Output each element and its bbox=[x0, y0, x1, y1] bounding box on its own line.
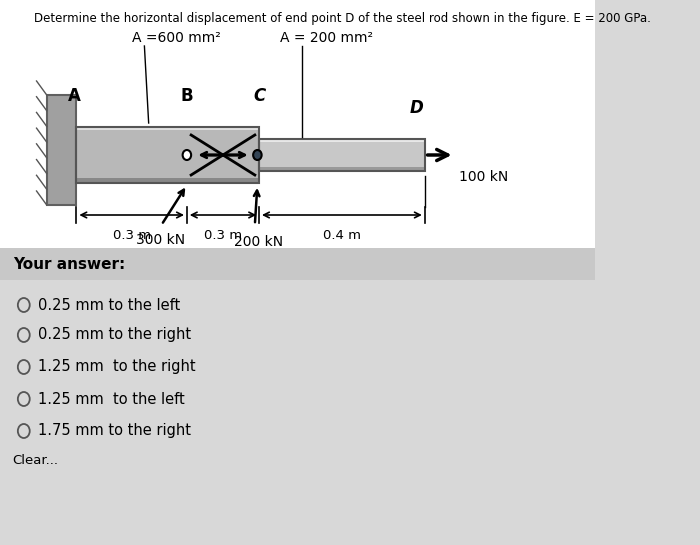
Text: A =600 mm²: A =600 mm² bbox=[132, 31, 220, 45]
Text: 1.75 mm to the right: 1.75 mm to the right bbox=[38, 423, 191, 439]
Bar bbox=[259, 142, 425, 168]
Bar bbox=[47, 95, 76, 205]
Bar bbox=[76, 178, 259, 183]
Text: 0.25 mm to the right: 0.25 mm to the right bbox=[38, 328, 191, 342]
Text: C: C bbox=[253, 87, 265, 105]
Text: Clear...: Clear... bbox=[13, 453, 59, 467]
Text: 0.4 m: 0.4 m bbox=[323, 229, 361, 242]
Text: Determine the horizontal displacement of end point D of the steel rod shown in t: Determine the horizontal displacement of… bbox=[34, 12, 651, 25]
Text: A = 200 mm²: A = 200 mm² bbox=[280, 31, 373, 45]
Text: 0.3 m: 0.3 m bbox=[113, 229, 150, 242]
Text: B: B bbox=[181, 87, 193, 105]
Text: A: A bbox=[69, 87, 81, 105]
Text: 1.25 mm  to the left: 1.25 mm to the left bbox=[38, 391, 185, 407]
Text: D: D bbox=[410, 99, 423, 117]
Bar bbox=[76, 127, 259, 132]
Circle shape bbox=[183, 150, 191, 160]
Bar bbox=[259, 167, 425, 171]
Text: 300 kN: 300 kN bbox=[136, 233, 185, 247]
Text: 200 kN: 200 kN bbox=[234, 235, 283, 249]
Text: 0.25 mm to the left: 0.25 mm to the left bbox=[38, 298, 181, 312]
Bar bbox=[76, 130, 259, 180]
Bar bbox=[259, 139, 425, 143]
Bar bbox=[0, 248, 594, 280]
Bar bbox=[0, 0, 594, 280]
Bar bbox=[76, 127, 259, 183]
Circle shape bbox=[253, 150, 262, 160]
Text: 1.25 mm  to the right: 1.25 mm to the right bbox=[38, 360, 196, 374]
Text: Your answer:: Your answer: bbox=[13, 257, 125, 271]
Text: 0.3 m: 0.3 m bbox=[204, 229, 242, 242]
Text: 100 kN: 100 kN bbox=[458, 170, 508, 184]
Bar bbox=[259, 139, 425, 171]
